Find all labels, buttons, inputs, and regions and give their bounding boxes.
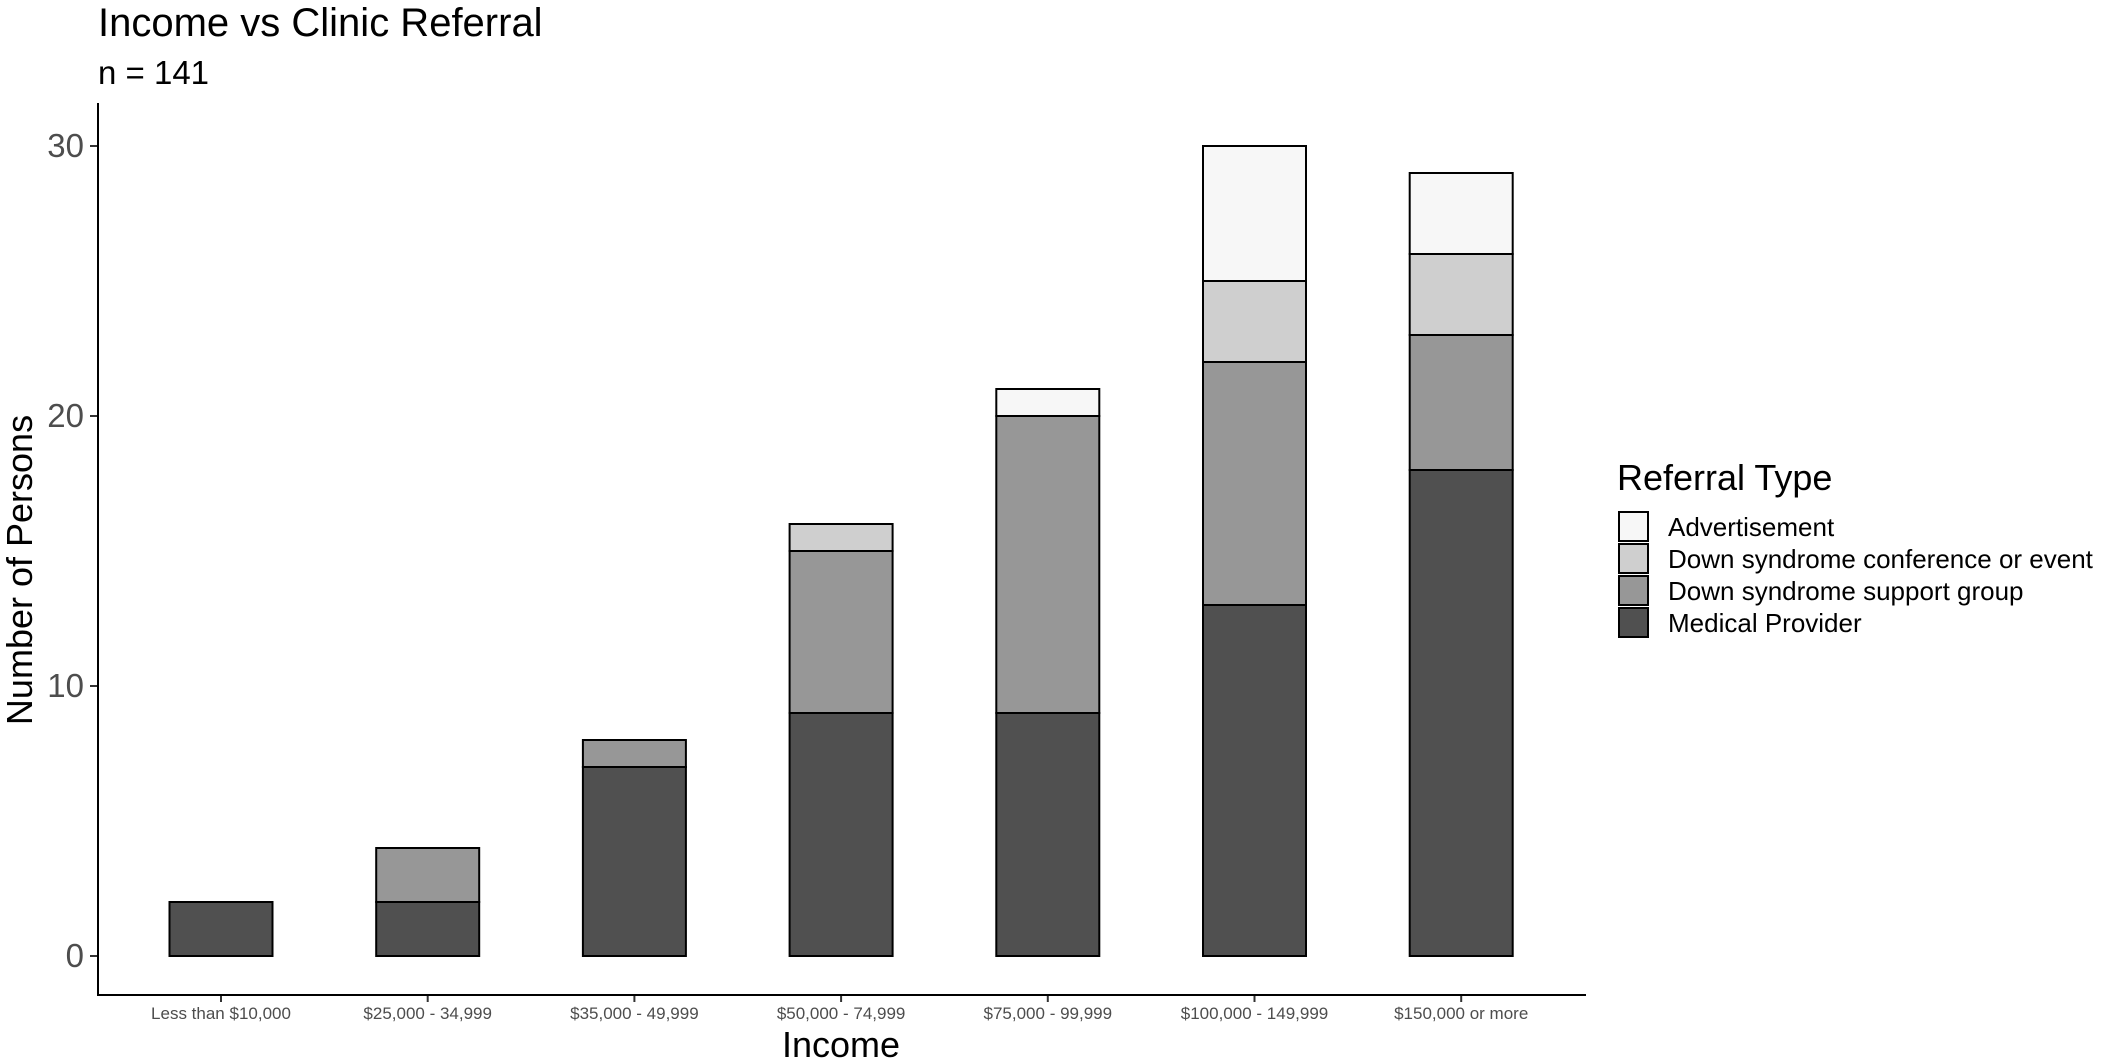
bar-segment xyxy=(581,766,687,957)
x-tick-label: Less than $10,000 xyxy=(151,1004,291,1023)
bar-segment xyxy=(1408,253,1514,336)
bar-segment xyxy=(168,901,274,957)
bar-segment xyxy=(1408,172,1514,255)
bar-segment xyxy=(375,847,481,903)
bar-segment xyxy=(1202,280,1307,363)
chart-title: Income vs Clinic Referral xyxy=(98,1,543,45)
bar-segment xyxy=(1202,145,1307,282)
chart-subtitle: n = 141 xyxy=(98,54,209,91)
bar-segment xyxy=(995,712,1101,957)
bars-group xyxy=(168,145,1514,957)
legend-title: Referral Type xyxy=(1617,457,1832,498)
bar-segment xyxy=(788,712,894,957)
x-tick-label: $75,000 - 99,999 xyxy=(984,1004,1113,1023)
legend-swatch xyxy=(1618,543,1649,574)
bar-segment xyxy=(1202,604,1307,957)
legend-swatch xyxy=(1618,511,1649,542)
x-tick-label: $50,000 - 74,999 xyxy=(777,1004,906,1023)
bar-segment xyxy=(788,523,894,552)
x-tick-label: $100,000 - 149,999 xyxy=(1181,1004,1328,1023)
bar-segment xyxy=(1202,361,1307,606)
x-tick-label: $150,000 or more xyxy=(1394,1004,1528,1023)
legend-label: Down syndrome conference or event xyxy=(1668,544,2094,574)
y-tick-label: 20 xyxy=(47,397,84,434)
x-tick-label: $35,000 - 49,999 xyxy=(570,1004,699,1023)
bar-segment xyxy=(581,739,687,768)
legend-swatch xyxy=(1618,607,1649,638)
bar-segment xyxy=(995,388,1101,417)
bar-segment xyxy=(375,901,481,957)
x-axis-title: Income xyxy=(782,1024,900,1061)
x-ticks-group: Less than $10,000 $25,000 - 34,999 $35,000… xyxy=(151,995,1528,1023)
legend-label: Advertisement xyxy=(1668,512,1835,542)
y-tick-label: 0 xyxy=(66,937,84,974)
bar-segment xyxy=(1408,469,1514,957)
bar-segment xyxy=(788,550,894,714)
legend-label: Medical Provider xyxy=(1668,608,1862,638)
legend-label: Down syndrome support group xyxy=(1668,576,2024,606)
bar-segment xyxy=(995,415,1101,714)
y-axis-title: Number of Persons xyxy=(0,415,40,725)
y-tick-label: 30 xyxy=(47,127,84,164)
legend-swatch xyxy=(1618,575,1649,606)
y-ticks-group: 0 10 20 30 xyxy=(47,127,98,974)
bar-segment xyxy=(1408,334,1514,471)
y-tick-label: 10 xyxy=(47,667,84,704)
x-tick-label: $25,000 - 34,999 xyxy=(363,1004,492,1023)
